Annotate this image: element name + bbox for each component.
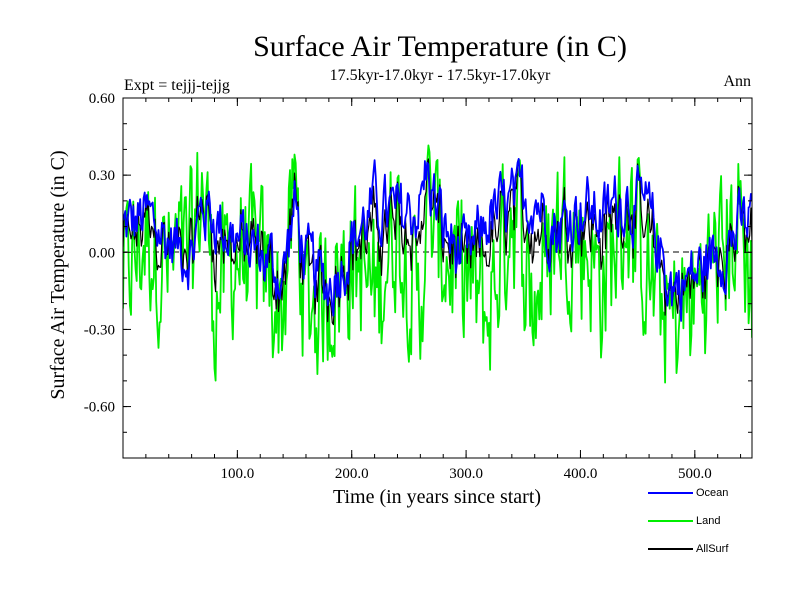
plot-frame (122, 97, 753, 459)
y-axis-label: Surface Air Temperature (in C) (47, 150, 69, 399)
season-label: Ann (723, 73, 751, 90)
x-axis-label: Time (in years since start) (333, 486, 541, 508)
x-tick-label: 100.0 (220, 466, 254, 482)
x-tick-label: 500.0 (678, 466, 712, 482)
y-tick-label: -0.60 (84, 400, 115, 416)
x-tick-label: 200.0 (335, 466, 369, 482)
x-tick-label: 300.0 (449, 466, 483, 482)
legend-label-allsurf: AllSurf (696, 543, 729, 555)
legend-label-ocean: Ocean (696, 487, 728, 499)
series-line-land (123, 144, 752, 384)
legend: Ocean Land AllSurf (648, 487, 729, 555)
legend-label-land: Land (696, 515, 720, 527)
y-tick-label: 0.60 (89, 91, 115, 107)
plot-area (123, 144, 752, 384)
y-tick-label: 0.00 (89, 245, 115, 261)
axis-ticks: 0.60 0.30 0.00 -0.30 -0.60 100.0 200.0 300.0 400… (84, 91, 752, 482)
chart-subtitle: 17.5kyr-17.0kyr - 17.5kyr-17.0kyr (330, 67, 551, 84)
expt-label: Expt = tejjj-tejjg (124, 77, 230, 94)
chart-title: Surface Air Temperature (in C) (253, 30, 627, 63)
y-tick-label: -0.30 (84, 322, 115, 338)
series-line-ocean (123, 158, 752, 322)
y-tick-label: 0.30 (89, 168, 115, 184)
x-tick-label: 400.0 (564, 466, 598, 482)
